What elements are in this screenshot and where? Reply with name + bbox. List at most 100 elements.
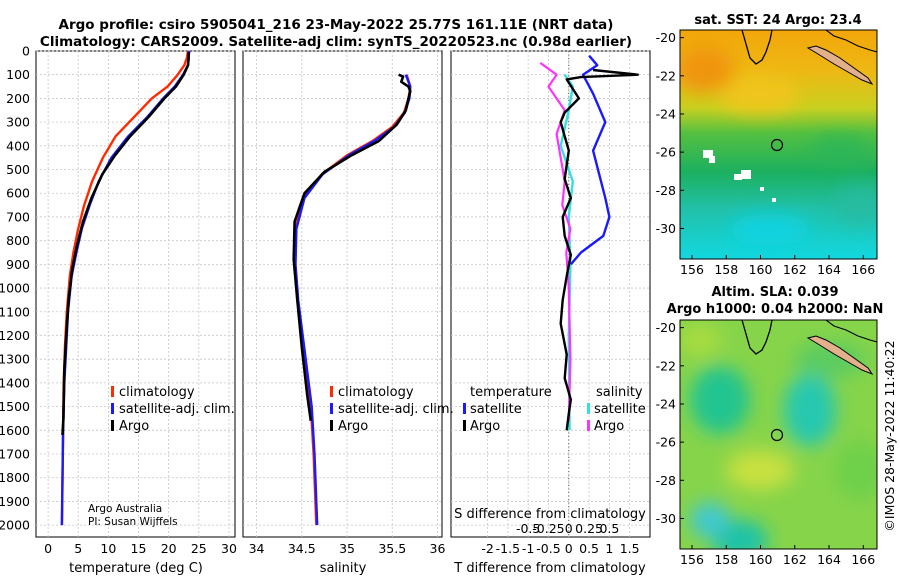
x-tick-label: 5: [74, 541, 82, 556]
legend-title-temperature: temperature: [470, 385, 552, 400]
x-tick-label: 30: [221, 541, 237, 556]
temperature-legend: climatology satellite-adj. clim. Argo: [111, 385, 235, 434]
depth-tick-label: 1600: [0, 423, 30, 438]
difference-xlabel-top: S difference from climatology: [454, 507, 646, 522]
depth-tick-label: 0: [22, 44, 30, 59]
legend-label-sal-argo: Argo: [594, 419, 624, 434]
depth-tick-label: 1800: [0, 470, 30, 485]
depth-tick-label: 1200: [0, 328, 30, 343]
salinity-legend: climatology satellite-adj. clim. Argo: [330, 385, 454, 434]
legend-label-argo: Argo: [119, 419, 149, 434]
x-tick-label-salinity: -0.5: [516, 521, 540, 536]
x-axes: 0 5 10 15 20 25 30 34 34.5 35 35.5 36 -2 -1.5 -1 -0.5 0 0…: [44, 521, 640, 556]
x-tick-label: 34.5: [288, 541, 316, 556]
map-y-tick-label: -26: [656, 145, 676, 160]
salinity-xlabel: salinity: [320, 561, 367, 576]
map-x-tick-label: 156: [680, 262, 704, 277]
x-tick-label: 0: [565, 541, 573, 556]
map-y-tick-label: -20: [656, 320, 676, 335]
x-tick-label: 25: [191, 541, 207, 556]
credit-org: Argo Australia: [88, 503, 162, 515]
series-argo: [61, 52, 190, 436]
depth-tick-label: 1700: [0, 447, 30, 462]
legend-swatch-climatology: [330, 386, 333, 397]
series-argo: [292, 73, 412, 421]
temperature-axes: [35, 50, 236, 538]
x-tick-label: 0: [44, 541, 52, 556]
legend-label-satellite: satellite-adj. clim.: [119, 402, 235, 417]
title-line1: Argo profile: csiro 5905041_216 23-May-2…: [59, 17, 614, 33]
depth-tick-label: 300: [6, 115, 30, 130]
depth-tick-label: 1500: [0, 399, 30, 414]
x-tick-label: 36: [430, 541, 446, 556]
depth-tick-label: 1900: [0, 494, 30, 509]
legend-swatch-argo: [330, 420, 333, 431]
legend-label-satellite: satellite-adj. clim.: [338, 402, 454, 417]
legend-swatch-satellite: [111, 403, 114, 414]
missing-data-pixels: [703, 150, 776, 202]
x-tick-label: 35.5: [378, 541, 406, 556]
depth-tick-label: 200: [6, 91, 30, 106]
temperature-xlabel: temperature (deg C): [69, 561, 203, 576]
legend-swatch-temp-satellite: [463, 403, 466, 414]
map-x-tick-label: 158: [714, 262, 738, 277]
map-y-tick-label: -24: [656, 106, 676, 121]
title-line2: Climatology: CARS2009. Satellite-adj cli…: [40, 34, 632, 50]
legend-swatch-temp-argo: [463, 420, 466, 431]
legend-swatch-satellite: [330, 403, 333, 414]
map-y-tick-label: -24: [656, 396, 676, 411]
map-x-tick-label: 156: [680, 552, 704, 567]
map-y-tick-label: -22: [656, 68, 676, 83]
x-tick-label: -1: [522, 541, 534, 556]
legend-label-temp-argo: Argo: [470, 419, 500, 434]
legend-swatch-argo: [111, 420, 114, 431]
depth-tick-label: 1000: [0, 281, 30, 296]
depth-tick-label: 1400: [0, 375, 30, 390]
map-x-tick-label: 164: [817, 552, 841, 567]
sst-map-title: sat. SST: 24 Argo: 23.4: [694, 13, 861, 28]
map-axes: 156 158 160 162 164 166 -20 -22 -24 -26 -28 -30 156 1…: [656, 30, 876, 567]
depth-tick-label: 100: [6, 67, 30, 82]
x-tick-label: -1.5: [496, 541, 520, 556]
x-tick-label: -0.5: [536, 541, 560, 556]
x-tick-label: 1.5: [620, 541, 640, 556]
difference-axes: [450, 50, 651, 538]
legend-label-temp-satellite: satellite: [470, 402, 522, 417]
sla-map: [680, 320, 877, 549]
sla-map-subtitle: Argo h1000: 0.04 h2000: NaN: [667, 302, 884, 317]
credit-pi: PI: Susan Wijffels: [88, 516, 178, 528]
map-y-tick-label: -28: [656, 183, 676, 198]
legend-swatch-sal-satellite: [587, 403, 590, 414]
x-tick-label-salinity: 0.5: [599, 521, 619, 536]
sla-map-title: Altim. SLA: 0.039: [712, 285, 839, 300]
difference-legend: temperature salinity satellite Argo sate…: [463, 385, 646, 434]
x-tick-label: -2: [481, 541, 493, 556]
float-position-marker: [770, 138, 784, 152]
depth-tick-label: 900: [6, 257, 30, 272]
depth-tick-label: 800: [6, 233, 30, 248]
salinity-axes: [242, 50, 443, 538]
x-tick-label: 35: [339, 541, 355, 556]
series: [60, 50, 639, 526]
map-x-tick-label: 166: [851, 262, 875, 277]
x-tick-label-salinity: 0.25: [575, 521, 603, 536]
map-x-tick-label: 160: [749, 262, 773, 277]
x-tick-label: 10: [100, 541, 116, 556]
map-y-tick-label: -22: [656, 358, 676, 373]
legend-label-argo: Argo: [338, 419, 368, 434]
map-x-tick-label: 162: [783, 262, 807, 277]
x-tick-label: 34: [249, 541, 265, 556]
depth-tick-label: 1300: [0, 352, 30, 367]
depth-axis: 0 100 200 300 400 500 600 700 800 900 1000 1100 1200…: [0, 44, 30, 533]
x-tick-label: 1: [605, 541, 613, 556]
difference-xlabel: T difference from climatology: [453, 561, 646, 576]
map-y-tick-label: -20: [656, 30, 676, 45]
legend-title-salinity: salinity: [596, 385, 643, 400]
x-tick-label-salinity: 0: [565, 521, 573, 536]
map-x-tick-label: 158: [714, 552, 738, 567]
legend-label-climatology: climatology: [338, 385, 414, 400]
depth-tick-label: 500: [6, 162, 30, 177]
map-y-tick-label: -26: [656, 435, 676, 450]
map-x-tick-label: 166: [851, 552, 875, 567]
